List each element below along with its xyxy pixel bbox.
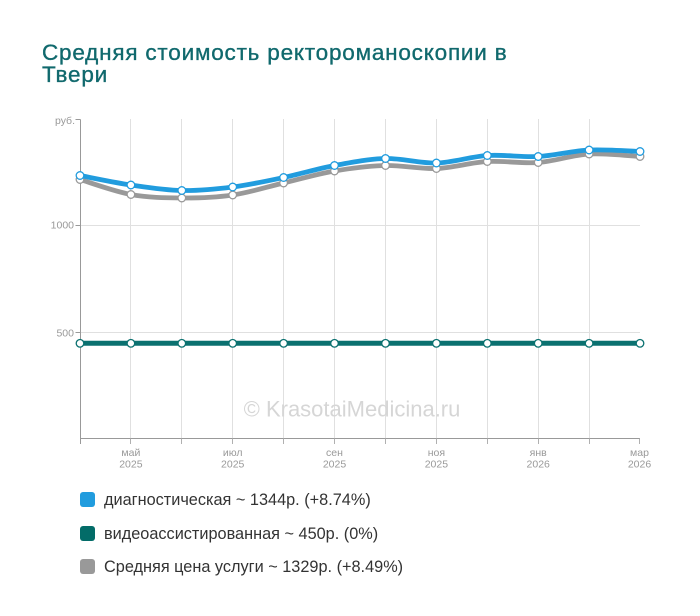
svg-text:ноя: ноя	[428, 447, 445, 459]
svg-text:май: май	[121, 447, 140, 459]
svg-text:мар: мар	[630, 447, 649, 459]
svg-text:500: 500	[56, 328, 74, 340]
svg-text:июл: июл	[223, 447, 243, 459]
svg-text:2026: 2026	[527, 459, 551, 471]
svg-text:сен: сен	[326, 447, 343, 459]
svg-text:1000: 1000	[51, 220, 75, 232]
svg-text:2026: 2026	[628, 459, 652, 471]
svg-text:© KrasotaiMedicina.ru: © KrasotaiMedicina.ru	[244, 396, 461, 421]
svg-text:2025: 2025	[323, 459, 347, 471]
svg-text:2025: 2025	[425, 459, 449, 471]
svg-text:руб.: руб.	[55, 115, 75, 127]
svg-text:янв: янв	[530, 447, 547, 459]
svg-text:2025: 2025	[221, 459, 245, 471]
svg-text:2025: 2025	[119, 459, 143, 471]
